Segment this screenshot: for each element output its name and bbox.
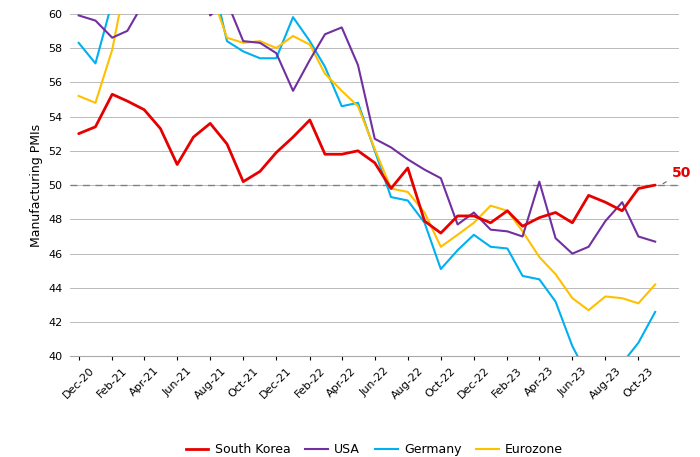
Y-axis label: Manufacturing PMIs: Manufacturing PMIs xyxy=(29,123,43,247)
Text: 50: 50 xyxy=(663,166,691,184)
Legend: South Korea, USA, Germany, Eurozone: South Korea, USA, Germany, Eurozone xyxy=(181,438,568,457)
